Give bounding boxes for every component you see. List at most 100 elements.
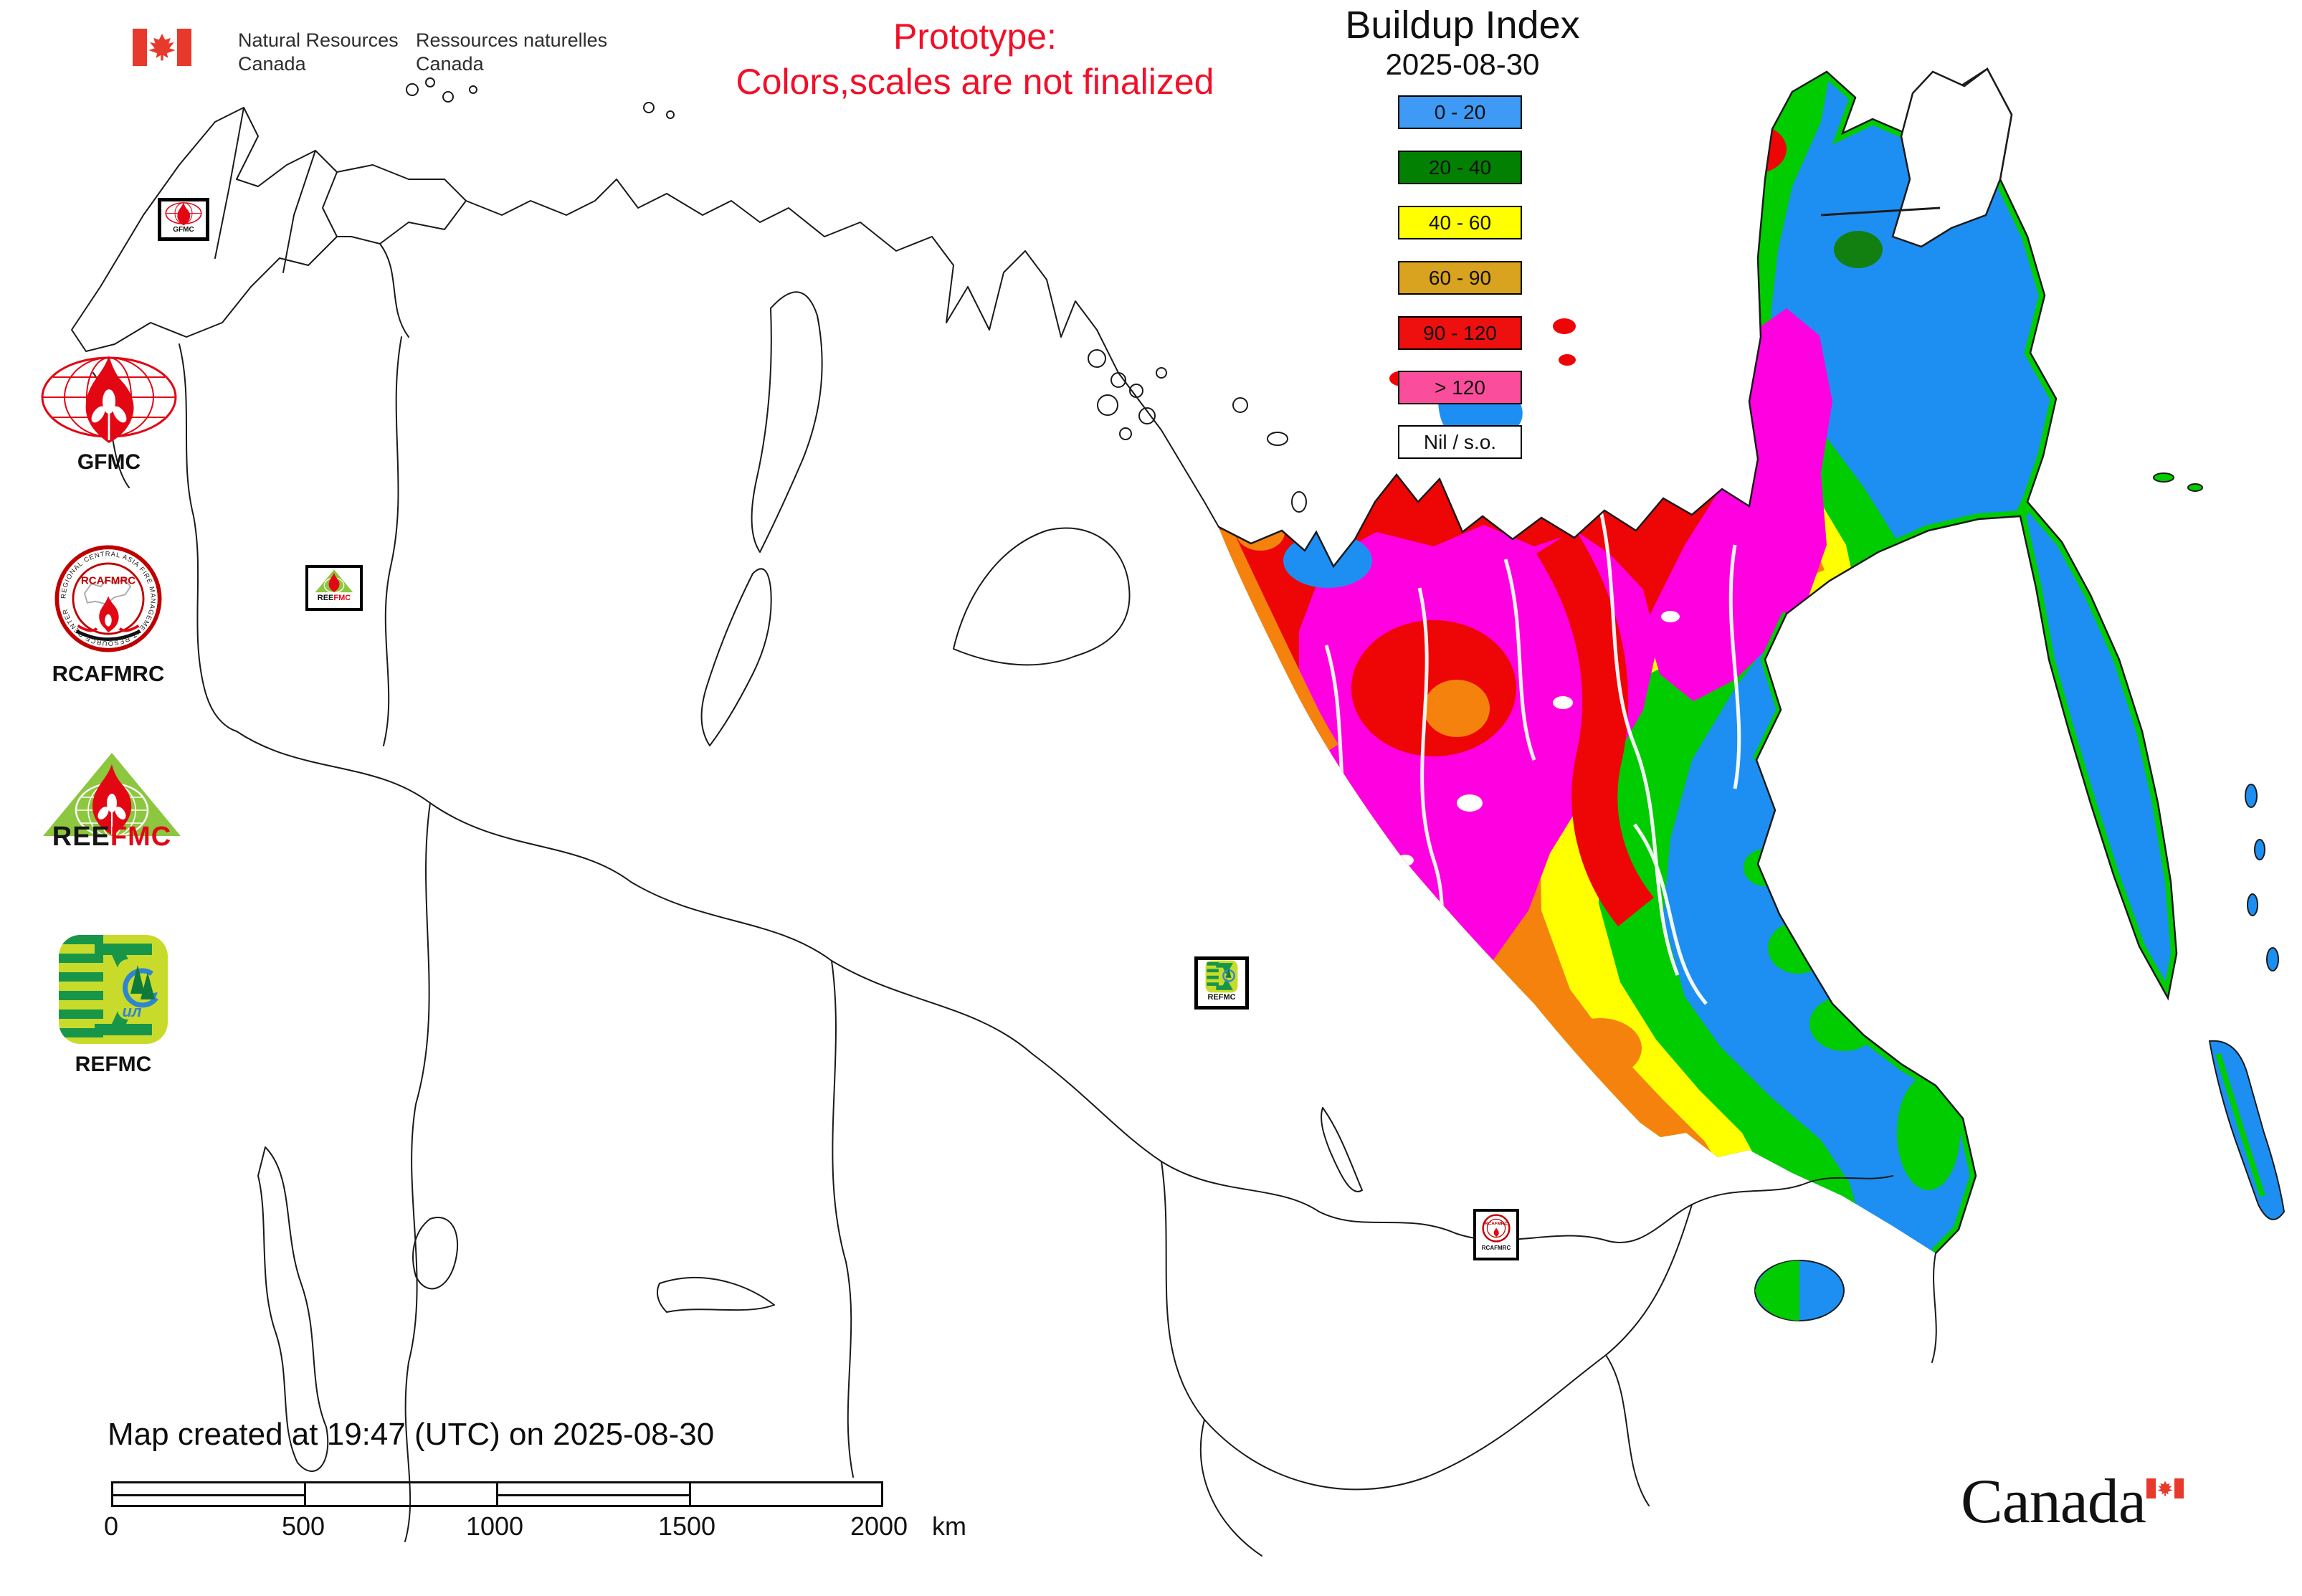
boundary-line-chukotka [1820, 206, 1941, 217]
rcafmrc-badge-text: RCAFMRC [81, 574, 135, 586]
marker-reefmc-black: REE [317, 594, 334, 602]
nil-region-chukotka [1891, 67, 2013, 248]
legend-label: Nil / s.o. [1423, 430, 1497, 453]
dept-name-french: Ressources naturelles Canada [416, 29, 607, 76]
refmc-label: REFMC [75, 1053, 152, 1076]
orange-patch-2 [1559, 1018, 1642, 1078]
layer-blue [1219, 69, 2177, 1253]
scale-tick-1500: 1500 [657, 1511, 716, 1541]
red-patch-ne1 [1723, 125, 1787, 174]
canada-wordmark: Canada [1961, 1467, 2146, 1536]
sakhalin-green-fringe [2215, 1053, 2265, 1197]
gfmc-logo: GFMC [37, 353, 181, 475]
reefmc-wordmark: REEFMC [22, 822, 202, 852]
marker-refmc-label: REFMC [1207, 993, 1236, 1002]
green-patch-se3 [1897, 1075, 1960, 1190]
scale-tick-500: 500 [281, 1511, 325, 1541]
dept-name-english: Natural Resources Canada [238, 29, 399, 76]
dept-en-line1: Natural Resources [238, 29, 399, 51]
marker-rcafmrc-label: RCAFMRC [1481, 1245, 1511, 1251]
refmc-inner-text: ил [122, 1002, 141, 1020]
south-patch-green [1755, 1260, 1799, 1321]
kuril-islet [2245, 784, 2258, 808]
red-islet [1559, 354, 1576, 366]
legend-item-60-90: 60 - 90 [1398, 261, 1522, 295]
gfmc-label: GFMC [77, 450, 141, 474]
rcafmrc-logo: REGIONAL CENTRAL ASIA FIRE MANAGEMENT RE… [40, 539, 191, 687]
rcafmrc-mini-icon: RCAFMRC [1482, 1214, 1511, 1243]
prototype-notice-line2: Colors,scales are not finalized [736, 62, 1214, 102]
map-marker-gfmc: GFMC [158, 198, 209, 241]
layer-magenta-northeast [1645, 308, 1832, 701]
page-title: Buildup Index [1345, 4, 1580, 47]
rcafmrc-badge-icon: REGIONAL CENTRAL ASIA FIRE MANAGEMENT RE… [54, 545, 162, 652]
west-outlines [71, 77, 1937, 1557]
legend-item-0-20: 0 - 20 [1398, 95, 1522, 129]
scale-bar [111, 1481, 883, 1507]
rcafmrc-label: RCAFMRC [52, 661, 165, 686]
scale-tick-1000: 1000 [465, 1511, 524, 1541]
legend-item-nil: Nil / s.o. [1398, 425, 1522, 459]
reefmc-triangle-icon [43, 753, 181, 838]
legend-item-90-120: 90 - 120 [1398, 316, 1522, 350]
legend-label: 0 - 20 [1434, 100, 1486, 123]
rcafmrc-mini-text: RCAFMRC [1485, 1222, 1508, 1227]
red-patch-ne2 [1705, 70, 1748, 102]
kuril-islet [2254, 839, 2265, 860]
scale-tick-2000: 2000 [850, 1511, 908, 1541]
reefmc-word-black: REE [52, 822, 110, 852]
prototype-notice-line1: Prototype: [893, 16, 1057, 57]
refmc-logo: ил REFMC [57, 934, 169, 1077]
scale-segment [691, 1483, 882, 1505]
map-marker-reefmc: REEFMC [305, 565, 363, 611]
gfmc-mini-icon [165, 202, 202, 226]
dept-en-line2: Canada [238, 53, 306, 75]
refmc-sigma-icon: ил [59, 935, 168, 1044]
islands [2153, 472, 2286, 1220]
darkgreen-patch-1 [1834, 231, 1883, 268]
marker-gfmc-label: GFMC [173, 226, 194, 234]
scale-segment [498, 1483, 691, 1505]
wordmark-flag-icon [2146, 1478, 2184, 1498]
legend-label: 90 - 120 [1423, 321, 1497, 344]
refmc-mini-icon [1205, 960, 1238, 993]
detached-south-patch [1754, 1260, 1845, 1321]
red-range-band [1536, 528, 1655, 927]
legend-label: 40 - 60 [1428, 211, 1492, 234]
map-created-text: Map created at 19:47 (UTC) on 2025-08-30 [108, 1417, 715, 1452]
dept-fr-line2: Canada [416, 53, 484, 75]
blue-coast-patch [1283, 533, 1372, 588]
scale-segment [306, 1483, 498, 1505]
raster-layers [1219, 69, 2177, 1253]
map-marker-refmc: REFMC [1194, 956, 1249, 1010]
darkgreen-patch-2 [1873, 792, 1930, 832]
green-patch-se1 [1768, 922, 1828, 974]
gfmc-globe-flame-icon [41, 356, 177, 443]
scale-tick-0: 0 [103, 1511, 119, 1541]
scale-unit: km [932, 1511, 966, 1541]
map-date: 2025-08-30 [1385, 47, 1540, 81]
dept-fr-line1: Ressources naturelles [416, 29, 608, 51]
legend-item-40-60: 40 - 60 [1398, 206, 1522, 239]
kuril-islet [2247, 893, 2258, 916]
prototype-notice: Prototype: Colors,scales are not finaliz… [667, 14, 1283, 105]
scale-segment [113, 1483, 306, 1505]
legend-item-gt-120: > 120 [1398, 371, 1522, 404]
red-islet [1553, 318, 1576, 334]
reefmc-logo: REEFMC [36, 749, 188, 852]
marker-reefmc-label: REEFMC [318, 594, 351, 602]
orange-patch-1 [1424, 680, 1490, 737]
kuril-islet [2266, 947, 2279, 972]
commander-islet [2153, 472, 2174, 483]
commander-islet [2187, 483, 2203, 492]
legend-item-20-40: 20 - 40 [1398, 151, 1522, 184]
legend-label: > 120 [1435, 376, 1485, 399]
map-marker-rcafmrc: RCAFMRC RCAFMRC [1473, 1209, 1519, 1260]
legend-label: 20 - 40 [1428, 156, 1492, 179]
nrcan-flag-icon [133, 29, 191, 66]
reefmc-mini-icon [315, 569, 353, 594]
reefmc-word-red: FMC [110, 822, 172, 852]
marker-reefmc-red: FMC [333, 594, 351, 602]
